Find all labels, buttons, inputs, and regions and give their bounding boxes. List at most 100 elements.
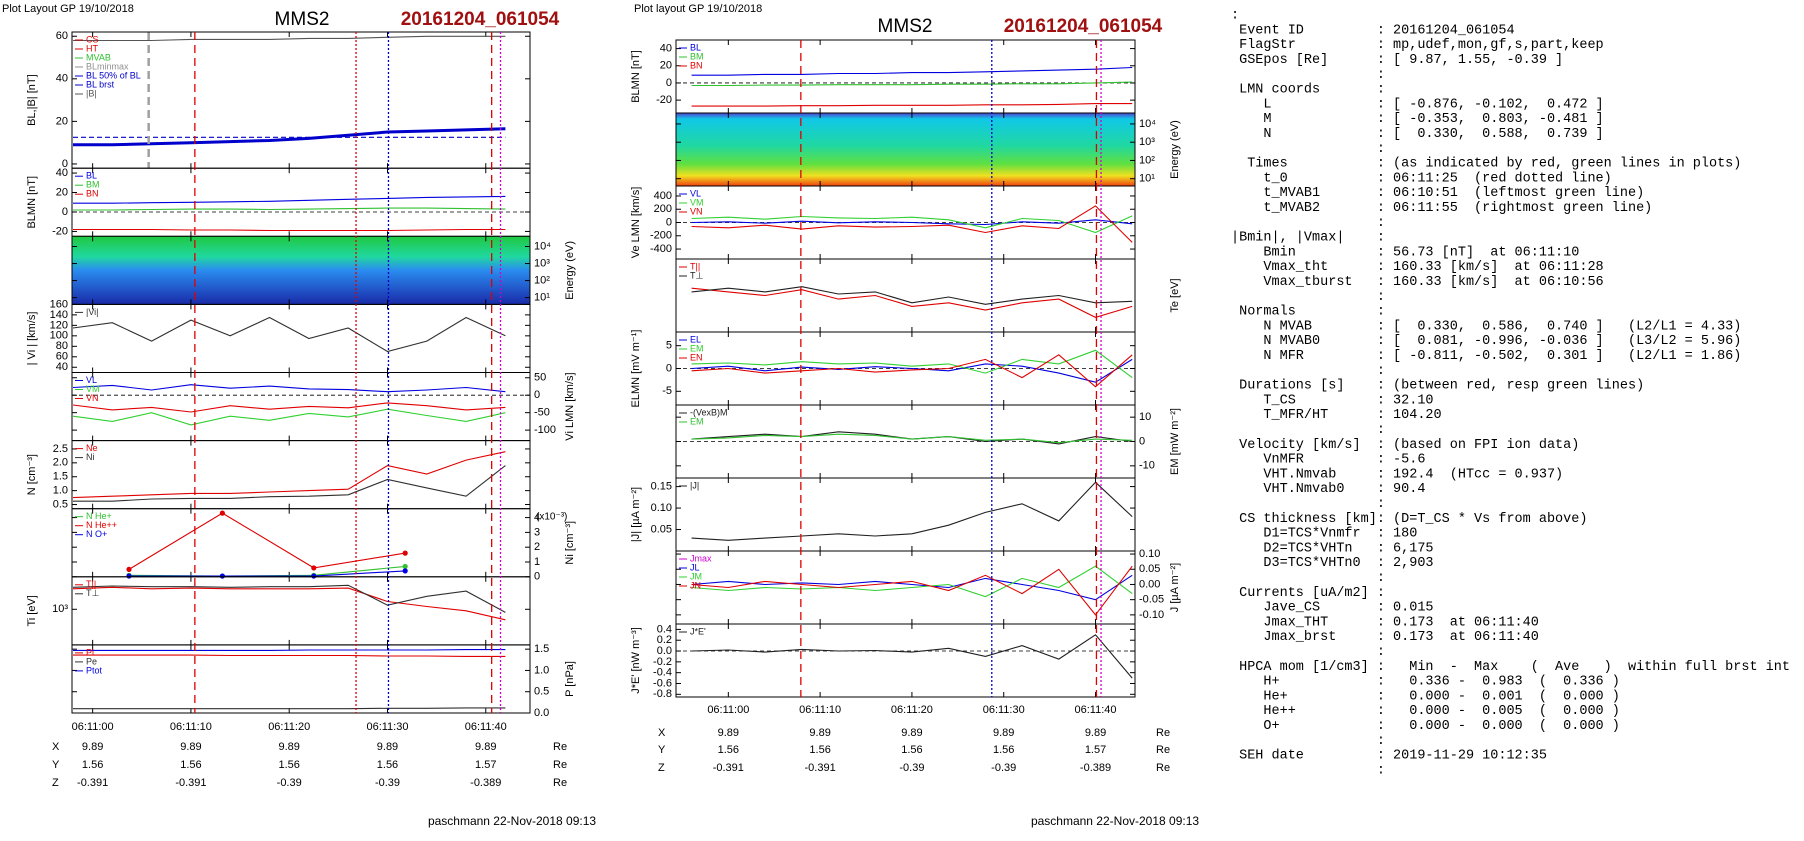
- series-line: [72, 316, 506, 353]
- series-marker: [402, 550, 408, 556]
- info-line: T_CS : 32.10: [1231, 393, 1434, 408]
- y-tick-label: -0.05: [1139, 594, 1164, 606]
- info-line: :: [1231, 571, 1385, 586]
- y-tick-label: 10³: [1139, 136, 1155, 148]
- info-line: LMN coords :: [1231, 83, 1385, 98]
- x-tick-label: 06:11:40: [1075, 704, 1117, 716]
- x-tick-label: 06:11:30: [983, 704, 1025, 716]
- y-axis-label: Te [eV]: [1169, 278, 1181, 312]
- series-line: [691, 354, 1133, 388]
- info-line: Durations [s] : (between red, resp green…: [1231, 379, 1644, 394]
- plot-title: MMS2: [878, 16, 933, 37]
- series-line: [691, 103, 1133, 107]
- ephemeris-unit: Re: [1156, 744, 1170, 756]
- info-line: Event ID : 20161204_061054: [1231, 23, 1515, 38]
- series-line: [73, 649, 506, 651]
- series-marker: [219, 573, 225, 579]
- info-line: :: [1231, 142, 1385, 157]
- y-tick-label: 0.4: [657, 623, 672, 635]
- y-tick-label: 10: [1139, 411, 1151, 423]
- y-tick-label: 0: [1139, 435, 1145, 447]
- series-line: [128, 565, 406, 577]
- legend-label: BN: [690, 60, 703, 70]
- plot-footer: paschmann 22-Nov-2018 09:13: [428, 814, 596, 828]
- ephemeris-value: 9.89: [180, 741, 201, 753]
- y-tick-label: -50: [534, 407, 550, 419]
- legend-label: J*E': [690, 626, 706, 636]
- y-axis-label: N [cm⁻³]: [26, 454, 38, 495]
- info-line: Currents [uA/m2] :: [1231, 586, 1385, 601]
- y-tick-label: 0: [534, 389, 540, 401]
- series-line: [691, 634, 1133, 679]
- y-tick-label: -0.6: [653, 677, 672, 689]
- y-tick-label: 80: [56, 340, 68, 352]
- series-marker: [402, 568, 408, 574]
- ephemeris-label: Z: [52, 777, 59, 789]
- panel-frame: [71, 440, 531, 510]
- legend-label: EM: [690, 416, 704, 426]
- legend-label: JN: [690, 580, 701, 590]
- series-line: [73, 465, 506, 502]
- y-tick-label: 10¹: [1139, 173, 1155, 185]
- legend-label: Pi: [86, 647, 94, 657]
- legend-label: EN: [690, 352, 703, 362]
- x-tick-label: 06:11:00: [707, 704, 749, 716]
- ephemeris-value: 9.89: [1085, 727, 1106, 739]
- y-tick-label: -20: [52, 225, 68, 237]
- series-line: [72, 586, 506, 621]
- ephemeris-value: -0.391: [175, 777, 206, 789]
- y-tick-label: 1.0: [534, 664, 549, 676]
- ephemeris-value: 9.89: [475, 741, 496, 753]
- y-axis-label: J [µA m⁻²]: [1169, 563, 1181, 612]
- y-tick-label: 400: [654, 190, 672, 202]
- series-line: [691, 286, 1133, 305]
- panel: Te [eV] T||T⊥: [675, 258, 1181, 333]
- y-tick-label: 10⁴: [1139, 118, 1156, 130]
- x-tick-label: 06:11:00: [72, 721, 114, 733]
- info-line: Times : (as indicated by red, green line…: [1231, 157, 1741, 172]
- ephemeris-label: X: [658, 727, 666, 739]
- y-tick-label: 160: [50, 298, 68, 310]
- y-tick-label: 0.0: [657, 645, 672, 657]
- legend-label: BN: [86, 189, 99, 199]
- legend-label: Ne: [86, 443, 98, 453]
- y-tick-label: -0.8: [653, 688, 672, 700]
- series-marker: [311, 573, 317, 579]
- y-tick-label: -20: [656, 94, 672, 106]
- series-line: [129, 570, 406, 577]
- series-line: [72, 402, 506, 413]
- legend-label: BL brst: [86, 79, 115, 89]
- y-tick-label: 50: [534, 372, 546, 384]
- ephemeris-value: 1.56: [993, 744, 1014, 756]
- series-line: [691, 66, 1133, 76]
- y-tick-label: 60: [56, 30, 68, 42]
- y-tick-label: 100: [50, 330, 68, 342]
- y-tick-label: 10¹: [534, 291, 550, 303]
- legend-label: JM: [690, 571, 702, 581]
- panel: 10⁴ 10³ 10² 10¹ Energy (eV): [675, 112, 1181, 187]
- plot-footer: paschmann 22-Nov-2018 09:13: [1031, 814, 1199, 828]
- info-line: D3=TCS*VHTn0 : 2,903: [1231, 556, 1434, 571]
- panel-frame: [675, 477, 1136, 552]
- legend-label: EM: [690, 343, 704, 353]
- ephemeris-value: 1.56: [278, 759, 299, 771]
- info-line: Bmin : 56.73 [nT] at 06:11:10: [1231, 245, 1579, 260]
- y-tick-label: 1: [534, 556, 540, 568]
- ephemeris-value: 1.56: [180, 759, 201, 771]
- legend-label: T⊥: [86, 588, 99, 598]
- legend-label: Pe: [86, 656, 97, 666]
- y-tick-label: 2: [534, 541, 540, 553]
- y-tick-label: 40: [56, 73, 68, 85]
- series-marker: [219, 510, 225, 516]
- y-tick-label: 0: [534, 571, 540, 583]
- series-line: [73, 654, 506, 657]
- y-tick-label: 0.00: [1139, 578, 1160, 590]
- ephemeris-value: -0.391: [77, 777, 108, 789]
- series-line: [73, 127, 506, 147]
- ephemeris-unit: Re: [1156, 762, 1170, 774]
- info-line: t_MVAB1 : 06:10:51 (leftmost green line): [1231, 186, 1644, 201]
- ephemeris-value: -0.391: [805, 762, 836, 774]
